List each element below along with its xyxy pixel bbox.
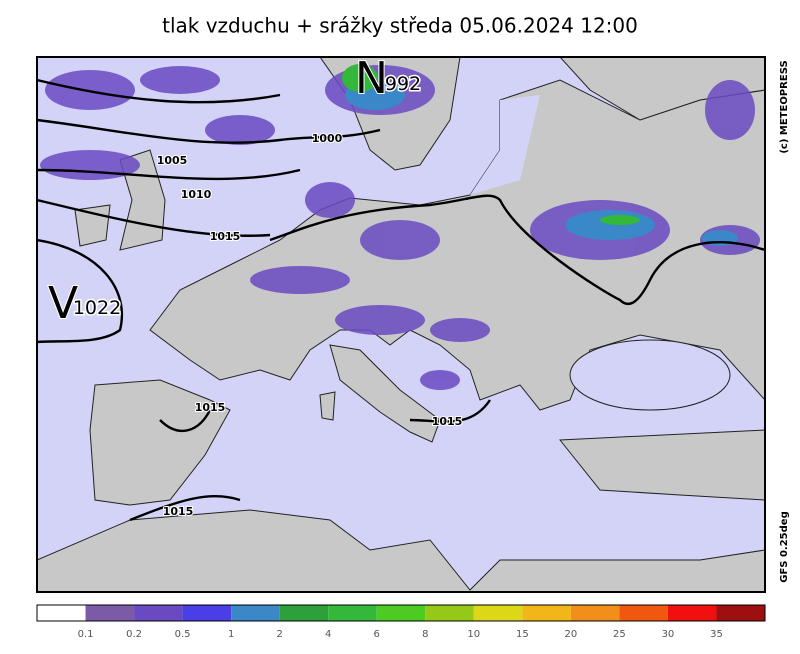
pressure-value: 1022	[73, 297, 121, 319]
model-label: GFS 0.25deg	[779, 511, 790, 583]
colorbar-tick: 0.1	[78, 629, 94, 640]
colorbar-swatch	[279, 605, 329, 621]
colorbar-swatch	[37, 605, 86, 621]
map-frame	[36, 56, 766, 593]
colorbar-swatch	[570, 605, 620, 621]
colorbar-tick: 15	[516, 629, 529, 640]
colorbar-swatch	[619, 605, 668, 621]
pressure-value: 992	[385, 73, 421, 95]
colorbar-swatch	[134, 605, 183, 621]
colorbar-swatch	[522, 605, 571, 621]
colorbar-tick: 6	[374, 629, 380, 640]
colorbar-swatch	[667, 605, 717, 621]
title: tlak vzduchu + srážky středa 05.06.2024 …	[162, 14, 638, 38]
colorbar-swatch	[716, 605, 765, 621]
isobar-label: 1015	[163, 505, 194, 518]
pressure-letter: V	[48, 278, 78, 329]
colorbar-tick: 4	[325, 629, 331, 640]
colorbar-tick: 2	[276, 629, 282, 640]
colorbar-swatch	[328, 605, 377, 621]
isobar-label: 1010	[181, 188, 212, 201]
colorbar-swatch	[425, 605, 474, 621]
colorbar-tick: 8	[422, 629, 428, 640]
colorbar-swatch	[182, 605, 232, 621]
colorbar-tick: 0.5	[175, 629, 191, 640]
copyright: (c) METEOPRESS	[779, 60, 790, 153]
isobar-label: 1015	[432, 415, 463, 428]
colorbar-tick: 30	[662, 629, 675, 640]
colorbar: 0.1 0.2 0.5 1 2 4 6 8 10 15 20 25 30 35	[36, 604, 766, 640]
colorbar-swatch	[376, 605, 426, 621]
colorbar-tick: 25	[613, 629, 626, 640]
isobar-label: 1000	[312, 132, 343, 145]
isobar-label: 1015	[195, 401, 226, 414]
map-area	[37, 57, 765, 592]
isobar-label: 1015	[210, 230, 241, 243]
colorbar-swatch	[85, 605, 135, 621]
colorbar-tick: 0.2	[126, 629, 142, 640]
colorbar-tick: 10	[467, 629, 480, 640]
colorbar-swatch	[473, 605, 523, 621]
isobar-label: 1005	[157, 154, 188, 167]
colorbar-tick: 35	[710, 629, 723, 640]
colorbar-frame	[36, 604, 766, 622]
colorbar-swatch	[231, 605, 280, 621]
colorbar-tick: 20	[564, 629, 577, 640]
colorbar-tick: 1	[228, 629, 234, 640]
pressure-letter: N	[355, 53, 388, 104]
